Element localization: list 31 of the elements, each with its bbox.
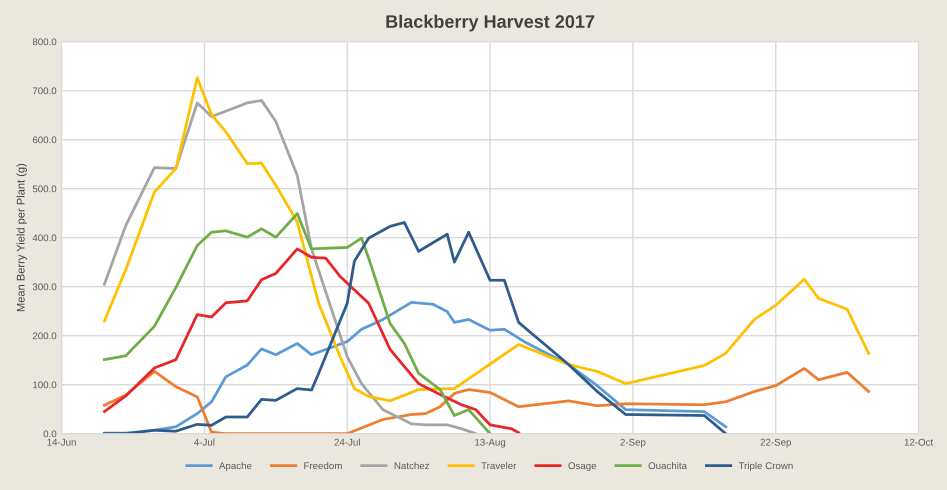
y-tick-label: 300.0 <box>32 283 56 290</box>
legend-label: Osage <box>568 462 596 472</box>
line-series <box>103 367 870 434</box>
legend-label: Apache <box>218 462 252 472</box>
x-tick-label: 24-Jul <box>334 438 360 446</box>
x-tick-label: 14-Jun <box>47 438 76 446</box>
chart-title: Blackberry Harvest 2017 <box>386 14 594 32</box>
y-tick-label: 800.0 <box>32 38 56 46</box>
line-series <box>103 76 870 402</box>
y-tick-label: 200.0 <box>32 332 56 340</box>
y-tick-label: 400.0 <box>32 234 56 242</box>
y-tick-label: 700.0 <box>32 87 56 94</box>
x-tick-label: 22-Sep <box>760 438 792 448</box>
y-axis-title: Mean Berry Yield per Plant (g) <box>16 164 27 312</box>
y-tick-label: 500.0 <box>32 185 56 192</box>
y-tick-label: 100.0 <box>33 381 56 388</box>
y-tick-label: 0.0 <box>44 430 56 438</box>
x-tick-label: 4-Jul <box>194 438 214 446</box>
line-series <box>103 221 728 434</box>
legend-label: Freedom <box>304 462 342 470</box>
line-series <box>103 99 478 434</box>
legend-label: Triple Crown <box>738 462 793 472</box>
x-tick-label: 2-Sep <box>620 438 646 448</box>
line-series <box>103 212 492 434</box>
x-tick-label: 13-Aug <box>475 438 506 448</box>
legend-label: Ouachita <box>648 462 687 470</box>
legend-label: Natchez <box>394 462 430 470</box>
legend-label: Traveler <box>481 462 516 470</box>
line-series <box>103 248 520 434</box>
x-tick-label: 12-Oct <box>904 438 934 446</box>
y-tick-label: 600.0 <box>32 136 56 144</box>
